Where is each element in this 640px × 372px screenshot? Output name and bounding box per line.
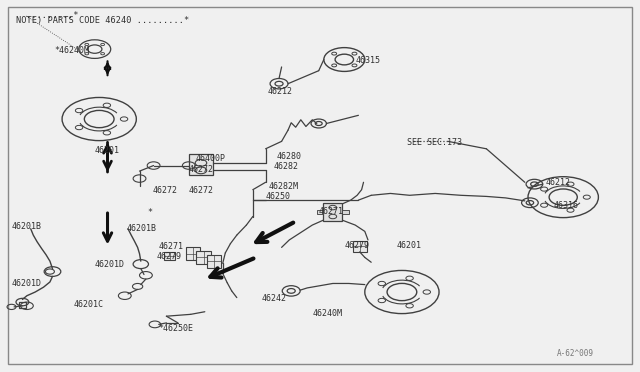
Text: 46272: 46272 [189,165,214,174]
Text: .........*: .........* [26,11,78,20]
Text: *46240M: *46240M [54,46,90,55]
Text: 46240M: 46240M [312,309,342,318]
Text: *46250E: *46250E [159,324,194,333]
Text: 46250: 46250 [266,192,291,201]
Text: *: * [147,208,152,217]
Bar [189,154,213,175]
Bar [186,247,200,260]
Text: 46242: 46242 [261,294,286,303]
Text: 46271: 46271 [319,207,344,216]
Text: 46282M: 46282M [269,182,299,191]
Bar [164,252,175,260]
Text: 46201D: 46201D [95,260,125,269]
Text: 46272: 46272 [152,186,177,195]
Text: 46279: 46279 [344,241,369,250]
Text: 46272: 46272 [189,186,214,195]
Text: 46279: 46279 [157,252,182,261]
Text: 46201B: 46201B [127,224,157,233]
Bar [207,254,221,268]
Text: 46212: 46212 [546,178,571,187]
Text: 46201C: 46201C [74,300,104,309]
Text: SEE SEC.173: SEE SEC.173 [407,138,462,147]
Text: 46201: 46201 [95,146,120,155]
Text: NOTE) PARTS CODE 46240 .........*: NOTE) PARTS CODE 46240 .........* [16,16,189,25]
Text: 46400P: 46400P [195,154,225,163]
Text: 46271: 46271 [159,242,184,251]
Bar [323,203,342,221]
Text: 46315: 46315 [355,56,380,65]
Bar [19,302,26,308]
Text: 46201B: 46201B [12,222,42,231]
Bar [342,210,349,214]
Text: 46282: 46282 [274,162,299,171]
Text: 46280: 46280 [276,153,301,161]
Bar [317,210,323,214]
Text: 46316: 46316 [554,201,579,210]
Text: A-62^009: A-62^009 [557,349,594,358]
Bar [353,241,367,252]
Text: 46201D: 46201D [12,279,42,288]
Bar [196,251,211,264]
Text: 46201: 46201 [397,241,422,250]
Text: 46212: 46212 [268,87,292,96]
